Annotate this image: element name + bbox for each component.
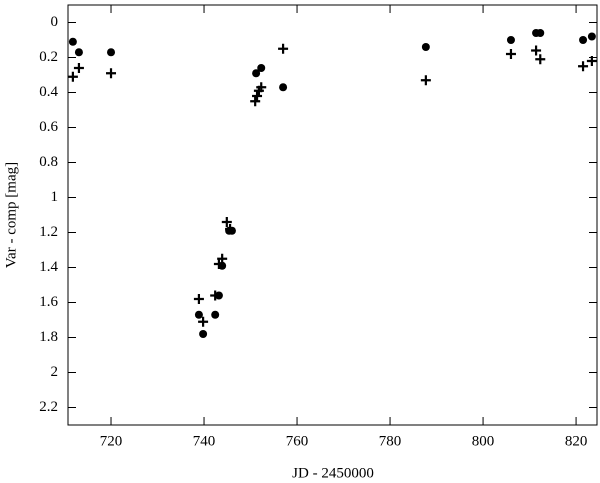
y-tick-label: 2 [51,364,59,380]
dot-marker [107,48,116,57]
dot-marker [68,37,77,46]
dot-marker [257,64,266,72]
plus-marker [221,217,232,227]
plus-marker [535,54,546,65]
y-tick-label: 0 [51,14,59,30]
dot-marker [579,36,588,44]
plus-marker [420,75,431,86]
plus-marker [217,253,228,264]
x-tick-label: 760 [286,433,309,449]
plus-marker [106,68,117,79]
y-tick-label: 0.2 [39,49,58,65]
plus-marker [531,45,542,56]
plus-marker [252,91,263,101]
dot-marker [506,36,515,44]
dot-marker [536,29,545,37]
plus-marker [210,290,221,301]
plus-marker [67,71,78,82]
dot-marker [74,48,83,57]
plus-marker [213,259,224,269]
plus-marker [198,316,209,327]
y-axis-title: Var - comp [mag] [3,162,19,268]
x-tick-label: 820 [565,433,588,449]
dot-marker [252,69,261,78]
plus-marker [278,43,289,54]
y-tick-label: 2.2 [39,399,58,415]
dot-marker [211,310,220,319]
x-tick-label: 720 [100,433,123,449]
x-axis-title: JD - 2450000 [292,465,374,481]
plus-marker [225,224,236,234]
y-tick-label: 1.6 [39,294,58,310]
dot-marker [279,83,288,92]
y-tick-label: 0.6 [39,119,58,135]
y-tick-label: 1.8 [39,329,58,345]
y-tick-label: 1.2 [39,224,58,240]
plus-marker [73,63,84,73]
x-tick-label: 780 [379,433,402,449]
y-tick-label: 0.8 [39,154,58,170]
y-tick-label: 1 [51,189,59,205]
y-tick-label: 1.4 [39,259,58,275]
plus-marker [578,61,589,72]
plus-marker [505,49,516,59]
plus-marker [193,294,204,304]
x-tick-label: 740 [193,433,216,449]
plus-marker [586,56,597,66]
plot-frame [67,4,598,426]
plus-marker [250,96,261,107]
plus-marker [256,82,267,93]
x-tick-label: 800 [472,433,495,449]
dot-marker [194,310,203,319]
y-tick-label: 0.4 [39,84,58,100]
dot-marker [421,43,430,51]
dot-marker [587,32,596,41]
dot-marker [199,330,208,338]
